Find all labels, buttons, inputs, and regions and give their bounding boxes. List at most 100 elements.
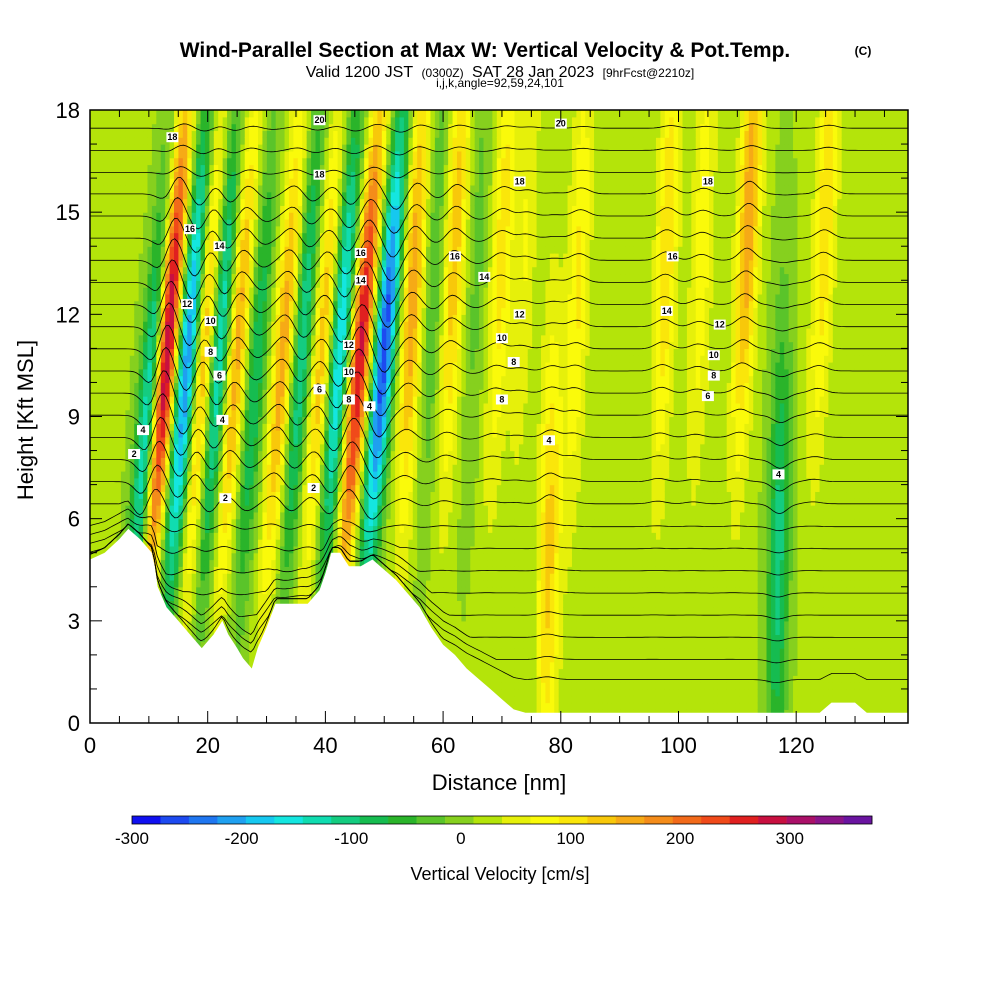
w-cell: [98, 525, 104, 533]
w-cell: [147, 464, 153, 472]
w-cell: [240, 402, 246, 411]
w-cell: [284, 355, 290, 363]
w-cell: [302, 171, 308, 179]
w-cell: [235, 559, 241, 567]
w-cell: [244, 634, 250, 642]
w-cell: [302, 505, 308, 513]
w-cell: [231, 518, 237, 527]
w-cell: [240, 600, 246, 608]
w-cell: [90, 348, 96, 356]
w-cell: [156, 368, 162, 377]
w-cell: [271, 368, 277, 377]
w-cell: [94, 362, 100, 370]
forecast-label: [9hrFcst@2210z]: [603, 66, 695, 80]
w-cell: [253, 559, 259, 567]
w-cell: [253, 287, 259, 295]
w-cell: [169, 144, 175, 152]
w-cell: [174, 532, 180, 540]
w-cell: [328, 191, 334, 200]
w-cell: [213, 532, 219, 540]
w-cell: [227, 614, 233, 622]
w-cell: [280, 164, 286, 172]
w-cell: [178, 110, 184, 118]
w-cell: [231, 293, 237, 302]
w-cell: [143, 300, 149, 309]
w-cell: [134, 123, 140, 132]
w-cell: [134, 327, 140, 336]
w-cell: [302, 150, 308, 159]
w-cell: [134, 484, 140, 493]
w-cell: [103, 409, 109, 418]
w-cell: [174, 191, 180, 200]
w-cell: [311, 341, 317, 349]
w-cell: [187, 130, 193, 138]
w-cell: [249, 525, 255, 533]
w-cell: [134, 184, 140, 193]
w-cell: [200, 532, 206, 540]
w-cell: [266, 334, 272, 343]
w-cell: [280, 341, 286, 349]
w-cell: [244, 409, 250, 418]
w-cell: [324, 423, 330, 431]
w-cell: [275, 430, 281, 438]
w-cell: [253, 205, 259, 213]
w-cell: [266, 518, 272, 527]
w-cell: [315, 246, 321, 254]
w-cell: [231, 246, 237, 254]
w-cell: [107, 491, 113, 499]
w-cell: [262, 484, 268, 493]
w-cell: [116, 321, 122, 329]
w-cell: [311, 586, 317, 595]
w-cell: [125, 273, 131, 281]
w-cell: [293, 239, 299, 247]
w-cell: [227, 293, 233, 302]
w-cell: [249, 518, 255, 527]
w-cell: [174, 566, 180, 574]
w-cell: [196, 443, 202, 452]
w-cell: [213, 573, 219, 581]
w-cell: [222, 402, 228, 411]
w-cell: [98, 246, 104, 254]
w-cell: [293, 116, 299, 125]
w-cell: [266, 110, 272, 118]
w-cell: [315, 396, 321, 404]
w-cell: [165, 464, 171, 472]
w-cell: [231, 164, 237, 172]
w-cell: [187, 157, 193, 166]
w-cell: [125, 327, 131, 336]
w-cell: [213, 593, 219, 601]
w-cell: [129, 157, 135, 166]
w-cell: [94, 545, 100, 554]
w-cell: [196, 362, 202, 370]
w-cell: [160, 300, 166, 309]
w-cell: [103, 396, 109, 404]
w-cell: [253, 123, 259, 132]
w-cell: [258, 620, 264, 629]
w-cell: [103, 253, 109, 261]
w-cell: [209, 518, 215, 527]
w-cell: [319, 539, 325, 547]
w-cell: [258, 402, 264, 411]
w-cell: [103, 518, 109, 527]
w-cell: [147, 307, 153, 315]
w-cell: [315, 205, 321, 213]
w-cell: [324, 280, 330, 288]
w-cell: [319, 423, 325, 431]
w-cell: [187, 327, 193, 336]
w-cell: [288, 491, 294, 499]
w-cell: [288, 293, 294, 302]
w-cell: [125, 368, 131, 377]
w-cell: [324, 205, 330, 213]
w-cell: [94, 355, 100, 363]
w-cell: [138, 525, 144, 533]
w-cell: [182, 518, 188, 527]
w-cell: [249, 287, 255, 295]
w-cell: [293, 491, 299, 499]
w-cell: [235, 157, 241, 166]
w-cell: [333, 491, 339, 499]
w-cell: [151, 184, 157, 193]
w-cell: [178, 150, 184, 159]
w-cell: [319, 205, 325, 213]
w-cell: [209, 573, 215, 581]
w-cell: [209, 123, 215, 132]
